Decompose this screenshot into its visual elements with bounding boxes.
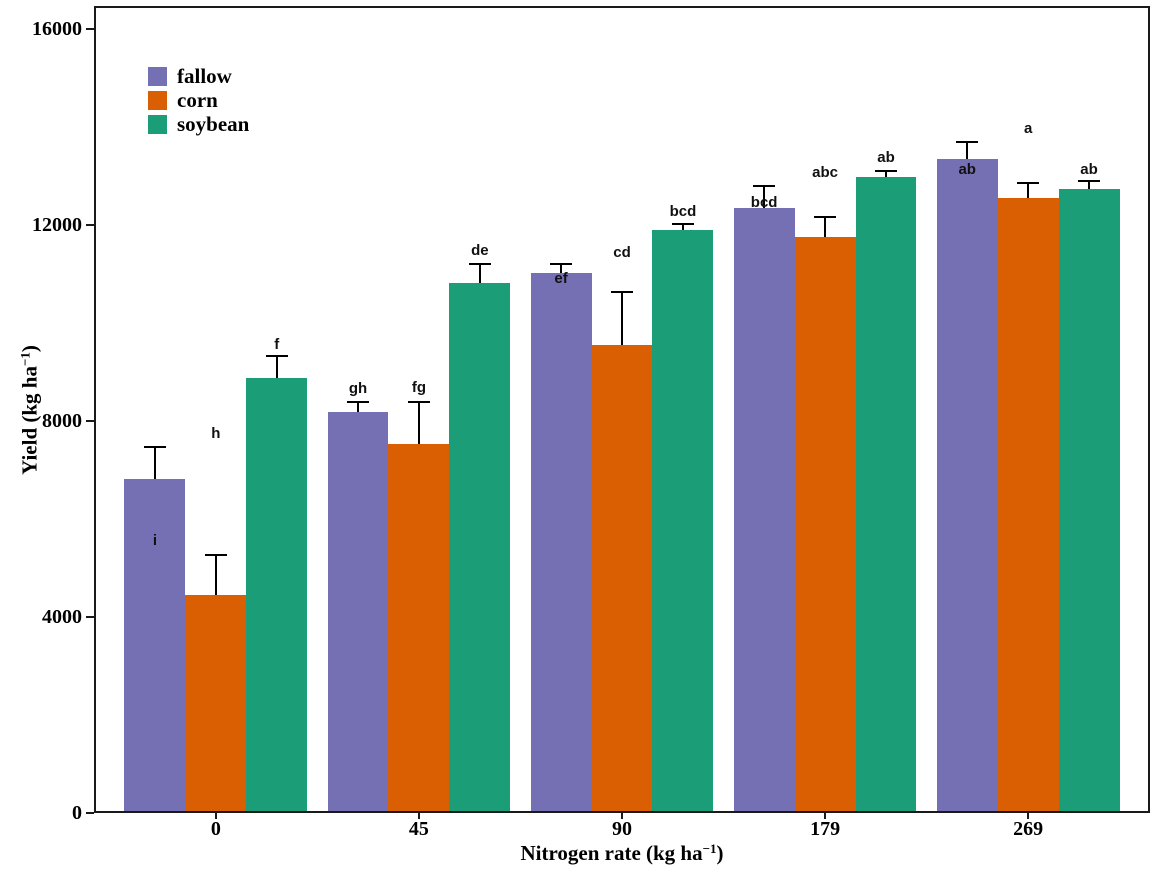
x-axis-title-close: ) <box>716 841 724 865</box>
error-bar-fallow-45 <box>357 402 359 412</box>
bar-fallow-45 <box>327 411 389 813</box>
bar-soybean-269 <box>1058 188 1120 813</box>
x-tick-mark <box>214 813 217 819</box>
x-axis-title-text: Nitrogen rate (kg ha <box>520 841 703 865</box>
sig-letter-fallow-90: ef <box>554 269 568 287</box>
legend-label-soybean: soybean <box>177 112 250 136</box>
x-tick-label: 90 <box>612 818 632 840</box>
y-tick-label: 8000 <box>42 410 82 432</box>
sig-letter-soybean-0: f <box>274 336 280 354</box>
x-tick-mark <box>824 813 827 819</box>
error-bar-cap-soybean-179 <box>875 169 897 172</box>
bar-corn-179 <box>794 236 856 813</box>
error-bar-cap-corn-179 <box>814 215 837 218</box>
legend: fallow corn soybean <box>148 66 249 138</box>
error-bar-fallow-90 <box>560 264 563 274</box>
y-tick-mark <box>86 616 94 618</box>
error-bar-cap-fallow-90 <box>550 263 573 266</box>
sig-letter-corn-90: cd <box>613 243 631 261</box>
sig-letter-corn-179: abc <box>812 164 838 182</box>
sig-letter-fallow-45: gh <box>348 380 368 398</box>
error-bar-soybean-269 <box>1088 180 1091 189</box>
error-bar-cap-corn-0 <box>204 554 227 557</box>
x-axis-title-superscript: −1 <box>702 840 717 856</box>
x-tick-mark <box>417 813 420 819</box>
error-bar-cap-corn-90 <box>611 290 633 293</box>
sig-letter-fallow-269: ab <box>958 161 976 179</box>
error-bar-soybean-0 <box>275 355 278 378</box>
y-tick-mark <box>86 224 94 226</box>
bar-fallow-179 <box>733 207 795 813</box>
y-axis-title-superscript: −1 <box>17 352 33 367</box>
error-bar-corn-90 <box>621 291 623 346</box>
sig-letter-corn-269: a <box>1023 119 1033 137</box>
bar-fallow-90 <box>530 273 592 813</box>
plot-area: i gh ef bcd ab h fg cd abc a f de bcd ab ab <box>94 6 1150 813</box>
legend-item-fallow: fallow <box>148 66 249 87</box>
bar-corn-90 <box>591 345 653 813</box>
x-tick-mark <box>621 813 623 819</box>
error-bar-soybean-179 <box>885 170 887 177</box>
sig-letter-corn-45: fg <box>411 379 427 397</box>
x-tick-label: 45 <box>408 818 429 840</box>
error-bar-cap-soybean-0 <box>265 354 288 357</box>
legend-item-corn: corn <box>148 90 249 111</box>
error-bar-cap-fallow-45 <box>347 401 369 404</box>
x-tick-label: 269 <box>1013 818 1044 840</box>
sig-letter-fallow-0: i <box>152 532 158 550</box>
error-bar-corn-179 <box>824 216 827 237</box>
sig-letter-soybean-269: ab <box>1080 161 1098 179</box>
error-bar-soybean-90 <box>681 224 684 230</box>
bar-corn-0 <box>185 594 247 813</box>
error-bar-soybean-45 <box>478 263 481 283</box>
error-bar-cap-fallow-0 <box>143 446 166 449</box>
y-tick-label: 4000 <box>42 606 82 628</box>
y-tick-mark <box>86 812 94 814</box>
bar-soybean-45 <box>449 282 511 813</box>
x-tick-label: 0 <box>210 818 221 840</box>
error-bar-cap-fallow-269 <box>956 140 979 143</box>
error-bar-cap-corn-45 <box>407 400 430 403</box>
error-bar-fallow-0 <box>153 447 156 479</box>
sig-letter-fallow-179: bcd <box>750 193 778 211</box>
bar-fallow-0 <box>124 478 186 813</box>
error-bar-corn-0 <box>214 555 217 595</box>
x-axis-title: Nitrogen rate (kg ha−1) <box>520 841 723 866</box>
error-bar-corn-269 <box>1027 183 1030 199</box>
sig-letter-soybean-179: ab <box>877 148 895 166</box>
error-bar-cap-fallow-179 <box>753 184 776 187</box>
error-bar-cap-corn-269 <box>1017 182 1040 185</box>
legend-swatch-fallow <box>148 67 167 86</box>
x-tick-label: 179 <box>810 818 841 840</box>
legend-label-corn: corn <box>177 88 218 112</box>
error-bar-cap-soybean-269 <box>1078 179 1101 182</box>
y-tick-label: 0 <box>72 802 82 824</box>
legend-swatch-soybean <box>148 115 167 134</box>
error-bar-cap-soybean-90 <box>671 223 694 226</box>
sig-letter-soybean-45: de <box>471 241 489 259</box>
sig-letter-soybean-90: bcd <box>669 202 697 220</box>
y-tick-mark <box>86 28 94 30</box>
legend-swatch-corn <box>148 91 167 110</box>
bar-fallow-269 <box>936 158 998 813</box>
bar-corn-45 <box>388 444 450 813</box>
bar-soybean-90 <box>652 229 714 813</box>
error-bar-fallow-269 <box>966 141 969 159</box>
y-tick-label: 12000 <box>32 214 82 236</box>
legend-label-fallow: fallow <box>177 64 232 88</box>
error-bar-cap-soybean-45 <box>468 262 491 265</box>
y-tick-label: 16000 <box>32 18 82 40</box>
bar-soybean-179 <box>855 176 917 813</box>
error-bar-corn-45 <box>417 401 420 445</box>
x-tick-mark <box>1027 813 1030 819</box>
error-bar-fallow-179 <box>763 185 766 208</box>
legend-item-soybean: soybean <box>148 114 249 135</box>
bar-corn-269 <box>997 198 1059 813</box>
sig-letter-corn-0: h <box>211 424 221 442</box>
y-tick-mark <box>86 420 94 422</box>
bar-soybean-0 <box>246 377 308 813</box>
